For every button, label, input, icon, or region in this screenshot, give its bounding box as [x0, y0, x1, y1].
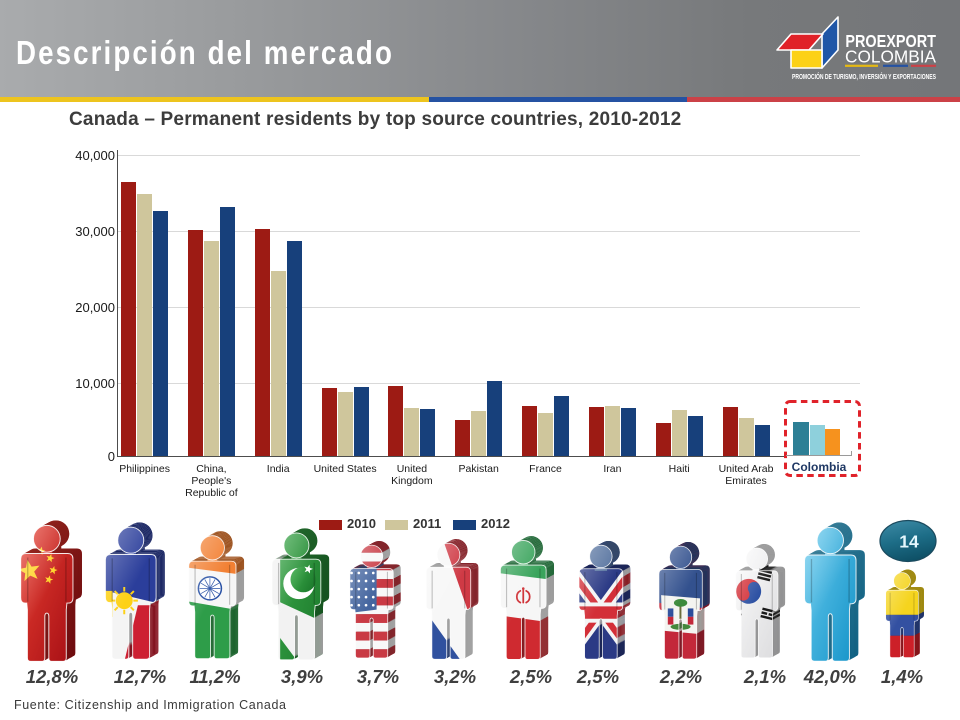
svg-text:PROEXPORT: PROEXPORT — [845, 31, 936, 51]
svg-text:COLOMBIA: COLOMBIA — [845, 47, 936, 67]
svg-text:PROMOCIÓN DE TURISMO, INVERSIÓ: PROMOCIÓN DE TURISMO, INVERSIÓN Y EXPORT… — [792, 72, 936, 81]
svg-text:14: 14 — [899, 532, 919, 552]
